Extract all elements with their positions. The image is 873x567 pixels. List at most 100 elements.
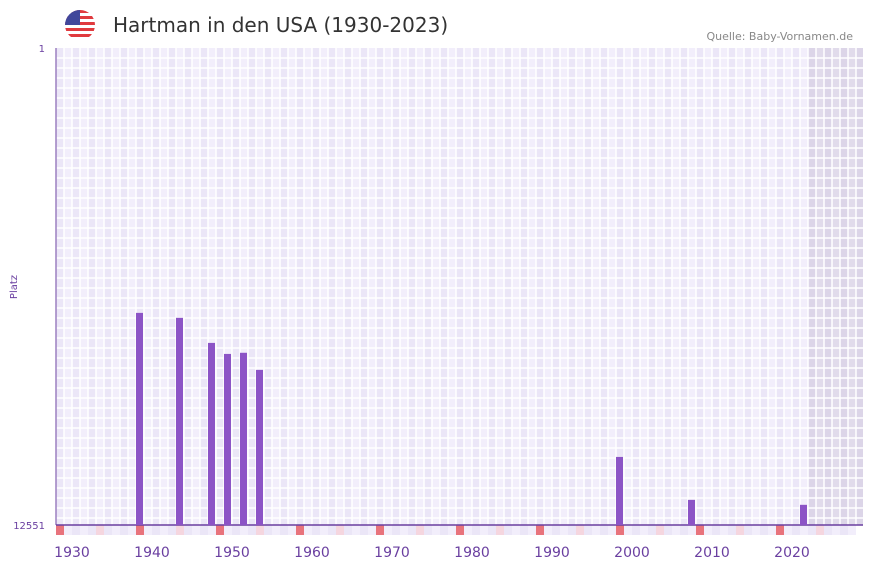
- grid-column: [208, 48, 216, 525]
- grid-column: [256, 48, 264, 525]
- grid-column: [496, 48, 504, 525]
- year-marker: [128, 525, 136, 535]
- bar-1951: [224, 353, 231, 525]
- grid-column: [400, 48, 408, 525]
- x-tick-label: 2000: [614, 545, 650, 561]
- grid-column: [848, 48, 856, 525]
- grid-column: [736, 48, 744, 525]
- grid-column: [808, 48, 816, 525]
- grid-column: [752, 48, 760, 525]
- grid-column: [232, 48, 240, 525]
- grid-column: [608, 48, 616, 525]
- grid-column: [160, 48, 168, 525]
- year-marker: [840, 525, 848, 535]
- year-marker: [816, 525, 824, 535]
- year-marker: [568, 525, 576, 535]
- year-marker: [624, 525, 632, 535]
- y-tick-label: 12551: [13, 521, 45, 532]
- grid-column: [104, 48, 112, 525]
- year-marker: [752, 525, 760, 535]
- grid-column: [80, 48, 88, 525]
- grid-column: [240, 48, 248, 525]
- year-marker: [360, 525, 368, 535]
- grid-column: [288, 48, 296, 525]
- year-marker: [640, 525, 648, 535]
- grid-column: [480, 48, 488, 525]
- year-marker: [680, 525, 688, 535]
- year-marker: [88, 525, 96, 535]
- year-marker: [664, 525, 672, 535]
- year-marker: [696, 525, 704, 535]
- grid-column: [376, 48, 384, 525]
- year-marker: [240, 525, 248, 535]
- year-marker: [528, 525, 536, 535]
- year-marker: [544, 525, 552, 535]
- grid-column: [248, 48, 256, 525]
- year-marker: [224, 525, 232, 535]
- year-marker: [560, 525, 568, 535]
- grid-column: [320, 48, 328, 525]
- grid-column: [408, 48, 416, 525]
- year-marker: [848, 525, 856, 535]
- year-marker: [720, 525, 728, 535]
- year-marker: [400, 525, 408, 535]
- bar-1940: [136, 312, 143, 525]
- year-marker: [728, 525, 736, 535]
- grid-column: [824, 48, 832, 525]
- year-marker: [800, 525, 808, 535]
- bar-1945: [176, 317, 183, 525]
- grid-column: [552, 48, 560, 525]
- year-marker: [448, 525, 456, 535]
- x-tick-label: 1940: [134, 545, 170, 561]
- grid-column: [744, 48, 752, 525]
- grid-column: [152, 48, 160, 525]
- chart-title: Hartman in den USA (1930-2023): [113, 13, 449, 37]
- grid-column: [760, 48, 768, 525]
- year-marker: [96, 525, 104, 535]
- year-marker: [168, 525, 176, 535]
- grid-column: [712, 48, 720, 525]
- year-marker: [160, 525, 168, 535]
- grid-column: [784, 48, 792, 525]
- year-marker: [328, 525, 336, 535]
- grid-column: [336, 48, 344, 525]
- year-marker: [776, 525, 784, 535]
- bar-1955: [256, 369, 263, 525]
- year-marker: [200, 525, 208, 535]
- year-marker: [288, 525, 296, 535]
- grid-column: [264, 48, 272, 525]
- grid-column: [328, 48, 336, 525]
- us-flag-icon: [65, 10, 95, 40]
- grid-column: [560, 48, 568, 525]
- year-marker: [368, 525, 376, 535]
- grid-column: [344, 48, 352, 525]
- grid-column: [832, 48, 840, 525]
- year-marker: [784, 525, 792, 535]
- grid-column: [800, 48, 808, 525]
- source-link[interactable]: Quelle: Baby-Vornamen.de: [706, 30, 853, 43]
- x-tick-label: 1950: [214, 545, 250, 561]
- year-marker: [520, 525, 528, 535]
- year-marker: [120, 525, 128, 535]
- year-marker: [192, 525, 200, 535]
- year-marker: [592, 525, 600, 535]
- year-marker: [296, 525, 304, 535]
- year-marker: [480, 525, 488, 535]
- grid-column: [512, 48, 520, 525]
- grid-column: [448, 48, 456, 525]
- year-marker: [744, 525, 752, 535]
- grid-column: [88, 48, 96, 525]
- grid-column: [472, 48, 480, 525]
- x-tick-label: 1990: [534, 545, 570, 561]
- grid-column: [224, 48, 232, 525]
- grid-column: [696, 48, 704, 525]
- year-marker: [440, 525, 448, 535]
- year-marker: [208, 525, 216, 535]
- grid-column: [576, 48, 584, 525]
- year-marker: [608, 525, 616, 535]
- grid-column: [216, 48, 224, 525]
- grid-column: [768, 48, 776, 525]
- year-marker: [824, 525, 832, 535]
- year-marker: [312, 525, 320, 535]
- grid-column: [624, 48, 632, 525]
